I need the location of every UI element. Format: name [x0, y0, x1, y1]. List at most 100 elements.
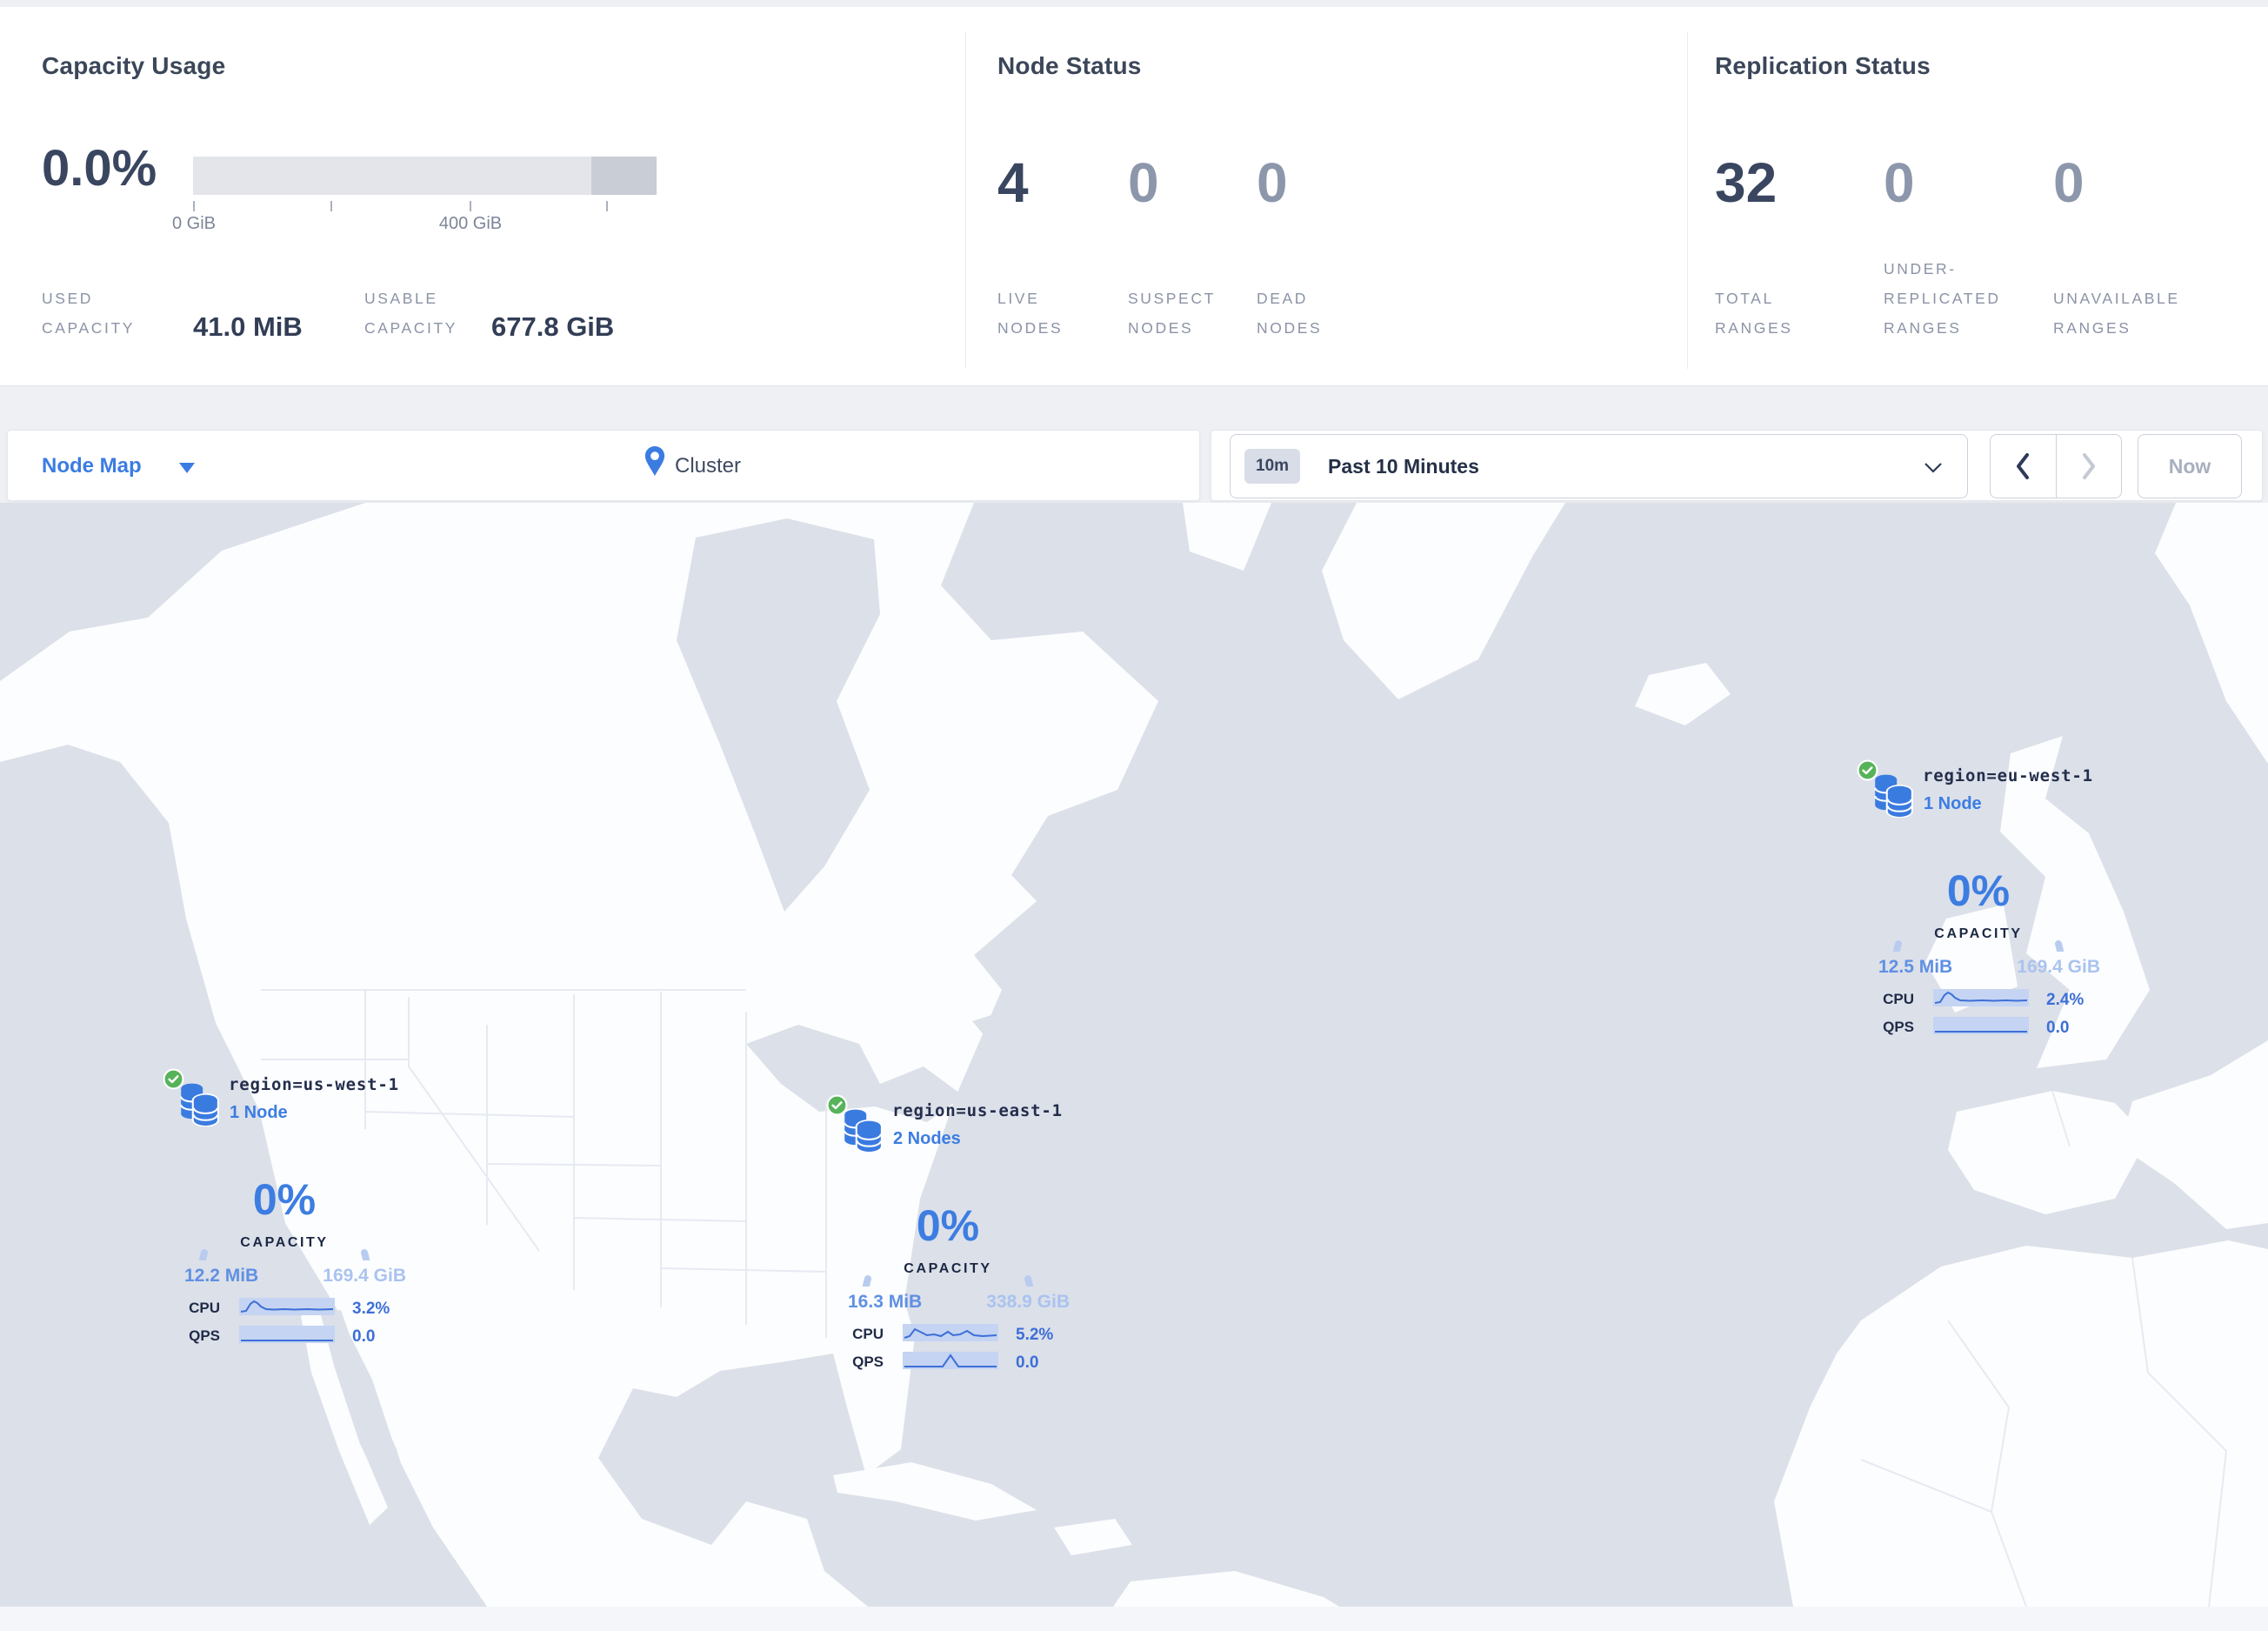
view-mode-dropdown[interactable]: Node Map: [42, 454, 142, 478]
time-range-selector[interactable]: 10m Past 10 Minutes: [1230, 434, 1968, 498]
locality-marker-us-east-1[interactable]: region=us-east-1 2 Nodes 0% CAPACITY 16.…: [826, 1094, 1078, 1374]
used-capacity-label: USED CAPACITY: [42, 290, 136, 337]
total-ranges-label: TOTAL RANGES: [1715, 290, 1793, 337]
qps-sparkline: [1933, 1017, 2029, 1034]
capacity-bar: [193, 157, 657, 195]
cpu-value: 3.2%: [352, 1300, 390, 1318]
under-replicated-label: UNDER-REPLICATED RANGES: [1884, 260, 2001, 337]
time-range-value: Past 10 Minutes: [1328, 454, 1479, 478]
capacity-bytes: 338.9 GiB: [986, 1292, 1070, 1312]
region-label: region=us-east-1: [892, 1101, 1063, 1120]
node-count[interactable]: 2 Nodes: [893, 1129, 961, 1148]
unavailable-value: 0: [2053, 151, 2085, 214]
cpu-value: 5.2%: [1016, 1326, 1054, 1344]
database-stack-icon: [180, 1083, 219, 1126]
region-label: region=us-west-1: [229, 1075, 399, 1094]
capacity-percent: 0%: [916, 1201, 980, 1250]
capacity-percent: 0%: [1946, 866, 2011, 915]
healthy-check-icon: [163, 1068, 184, 1090]
dead-nodes-value: 0: [1257, 151, 1288, 214]
axis-tick-label: 0 GiB: [171, 214, 217, 233]
now-button[interactable]: Now: [2138, 434, 2242, 498]
qps-value: 0.0: [1016, 1354, 1039, 1372]
breadcrumb-cluster[interactable]: Cluster: [675, 454, 742, 478]
node-count[interactable]: 1 Node: [230, 1103, 288, 1122]
node-count[interactable]: 1 Node: [1924, 794, 1982, 813]
time-range-badge: 10m: [1244, 449, 1301, 484]
chevron-left-icon: [2017, 453, 2030, 479]
map-gulf-of-california: [320, 1310, 410, 1505]
map-great-lakes: [746, 1025, 964, 1122]
qps-sparkline: [903, 1352, 998, 1369]
page-footer-strip: [0, 1607, 2268, 1631]
qps-sparkline: [239, 1326, 335, 1343]
database-stack-icon: [844, 1109, 883, 1153]
time-back-button[interactable]: [1991, 435, 2057, 498]
usable-capacity-value: 677.8 GiB: [491, 311, 615, 342]
cpu-sparkline: [239, 1298, 335, 1315]
suspect-nodes-label: SUSPECT NODES: [1128, 290, 1216, 337]
capacity-percent: 0%: [252, 1175, 317, 1224]
map-hudson-bay: [677, 518, 880, 912]
axis-tick: [470, 201, 471, 211]
live-nodes-value: 4: [997, 151, 1029, 214]
panel-divider: [1687, 31, 1688, 369]
qps-label: QPS: [852, 1354, 884, 1370]
database-stack-icon: [1874, 774, 1913, 818]
region-label: region=eu-west-1: [1923, 766, 2093, 785]
axis-tick: [330, 201, 332, 211]
cpu-value: 2.4%: [2046, 991, 2085, 1009]
used-capacity-value: 41.0 MiB: [193, 311, 303, 342]
cluster-summary-bar: Capacity Usage 0.0% 0 GiB 400 GiB USED C…: [0, 7, 2268, 386]
cpu-label: CPU: [189, 1300, 220, 1316]
time-step-buttons: [1990, 434, 2122, 498]
map-landmass-greenland: [1322, 503, 1565, 699]
cpu-label: CPU: [1883, 991, 1914, 1007]
capacity-label: CAPACITY: [1934, 926, 2023, 941]
panel-divider: [965, 31, 966, 369]
dead-nodes-label: DEAD NODES: [1257, 290, 1323, 337]
axis-tick-label: 400 GiB: [438, 214, 503, 233]
axis-tick: [606, 201, 608, 211]
cpu-sparkline: [903, 1324, 998, 1341]
map-breadcrumb-card: [7, 430, 1200, 501]
suspect-nodes-value: 0: [1128, 151, 1159, 214]
qps-value: 0.0: [2046, 1019, 2070, 1037]
under-replicated-value: 0: [1884, 151, 1915, 214]
map-landmass-africa: [1774, 1240, 2268, 1607]
capacity-bar-nonusable-segment: [591, 157, 657, 195]
cpu-sparkline: [1933, 989, 2029, 1006]
map-landmass-north-america: [0, 503, 1158, 1607]
axis-tick: [193, 201, 195, 211]
used-bytes: 16.3 MiB: [848, 1292, 923, 1312]
world-map: [0, 503, 2268, 1607]
used-bytes: 12.2 MiB: [184, 1266, 259, 1286]
time-forward-button[interactable]: [2057, 435, 2122, 498]
capacity-used-percent: 0.0%: [42, 140, 157, 197]
cpu-label: CPU: [852, 1326, 884, 1342]
node-map[interactable]: region=us-west-1 1 Node 0% CAPACITY 12.2…: [0, 503, 2268, 1607]
chevron-down-icon[interactable]: [179, 463, 195, 473]
healthy-check-icon: [1857, 759, 1878, 781]
chevron-down-icon: [1924, 463, 1942, 473]
map-landmass-uk: [2000, 736, 2150, 1068]
capacity-usage-title: Capacity Usage: [42, 52, 226, 79]
healthy-check-icon: [826, 1094, 848, 1116]
capacity-bytes: 169.4 GiB: [2017, 957, 2100, 977]
locality-marker-eu-west-1[interactable]: region=eu-west-1 1 Node 0% CAPACITY 12.5…: [1857, 759, 2109, 1039]
capacity-label: CAPACITY: [904, 1261, 992, 1276]
qps-label: QPS: [1883, 1019, 1914, 1035]
map-pin-icon: [644, 446, 665, 476]
usable-capacity-label: USABLE CAPACITY: [364, 290, 458, 337]
qps-label: QPS: [189, 1327, 220, 1344]
total-ranges-value: 32: [1715, 151, 1778, 214]
replication-status-title: Replication Status: [1715, 52, 1931, 79]
capacity-label: CAPACITY: [240, 1235, 329, 1250]
chevron-right-icon: [2082, 453, 2095, 479]
live-nodes-label: LIVE NODES: [997, 290, 1064, 337]
locality-marker-us-west-1[interactable]: region=us-west-1 1 Node 0% CAPACITY 12.2…: [163, 1068, 415, 1348]
used-bytes: 12.5 MiB: [1878, 957, 1953, 977]
unavailable-label: UNAVAILABLE RANGES: [2053, 290, 2180, 337]
node-status-title: Node Status: [997, 52, 1142, 79]
capacity-bytes: 169.4 GiB: [323, 1266, 406, 1286]
